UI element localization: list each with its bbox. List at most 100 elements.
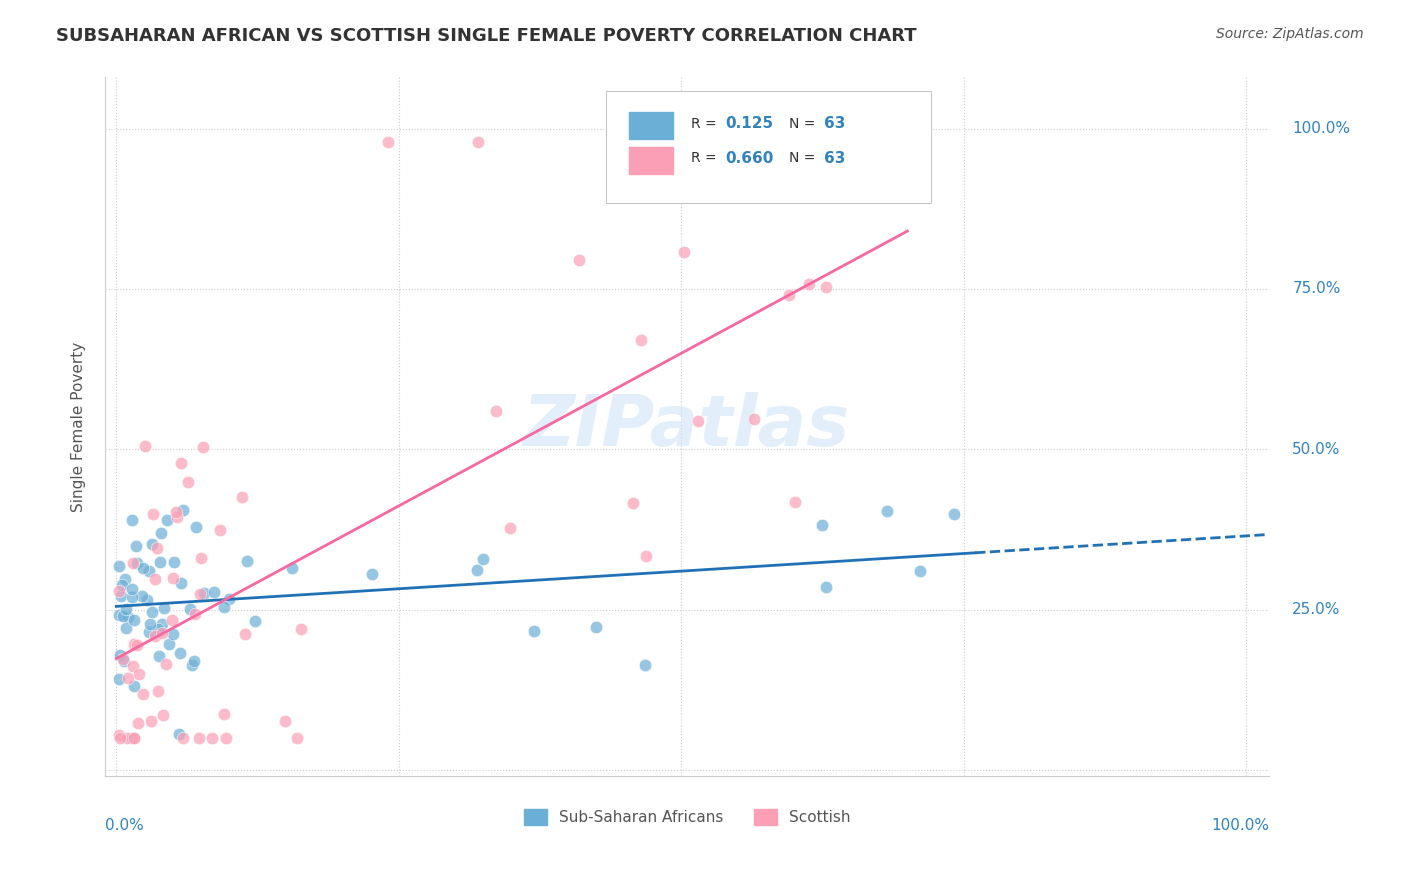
Point xyxy=(630,333,652,347)
Point xyxy=(285,731,308,745)
Text: 63: 63 xyxy=(824,151,846,166)
Point xyxy=(231,490,253,504)
Point xyxy=(138,617,160,632)
Text: 25.0%: 25.0% xyxy=(1292,602,1341,617)
Point xyxy=(193,586,215,600)
Point xyxy=(117,671,139,685)
Point xyxy=(218,591,240,606)
Point xyxy=(121,582,143,597)
Point xyxy=(145,541,167,555)
Point xyxy=(149,526,172,541)
FancyBboxPatch shape xyxy=(606,91,931,203)
Point xyxy=(162,570,184,584)
Point xyxy=(165,505,187,519)
Point xyxy=(155,657,177,672)
Point xyxy=(943,508,966,522)
Text: Source: ZipAtlas.com: Source: ZipAtlas.com xyxy=(1216,27,1364,41)
Point xyxy=(208,523,231,537)
Point xyxy=(156,513,179,527)
Point xyxy=(131,589,153,603)
Point xyxy=(110,648,132,662)
Point xyxy=(634,658,657,673)
Text: N =: N = xyxy=(789,117,820,130)
Point xyxy=(183,654,205,668)
Point xyxy=(235,554,257,568)
Point xyxy=(138,564,160,578)
Point xyxy=(143,629,166,643)
Point xyxy=(172,731,194,745)
Point xyxy=(179,602,201,616)
Point xyxy=(150,626,173,640)
Legend: Sub-Saharan Africans, Scottish: Sub-Saharan Africans, Scottish xyxy=(517,803,856,831)
Point xyxy=(122,731,145,745)
Text: 100.0%: 100.0% xyxy=(1292,121,1350,136)
Text: 0.660: 0.660 xyxy=(725,151,773,166)
Point xyxy=(107,673,129,687)
Point xyxy=(465,563,488,577)
Point xyxy=(188,587,211,601)
Point xyxy=(122,731,145,745)
Point xyxy=(498,521,520,535)
Point xyxy=(688,414,710,428)
Point xyxy=(188,731,211,745)
Text: SUBSAHARAN AFRICAN VS SCOTTISH SINGLE FEMALE POVERTY CORRELATION CHART: SUBSAHARAN AFRICAN VS SCOTTISH SINGLE FE… xyxy=(56,27,917,45)
Point xyxy=(177,475,200,490)
Point xyxy=(815,279,838,293)
Point xyxy=(117,609,139,624)
Point xyxy=(201,731,224,745)
Point xyxy=(202,585,225,599)
Point xyxy=(114,572,136,586)
Point xyxy=(112,609,135,624)
Point xyxy=(673,245,696,260)
Point xyxy=(115,602,138,616)
Point xyxy=(141,605,163,619)
Point xyxy=(215,731,238,745)
Point xyxy=(377,135,399,149)
Point xyxy=(190,551,212,566)
Point xyxy=(783,494,806,508)
Point xyxy=(122,679,145,693)
Point xyxy=(472,552,495,566)
Point xyxy=(146,622,169,636)
Point xyxy=(778,287,800,301)
Text: 75.0%: 75.0% xyxy=(1292,282,1341,296)
Point xyxy=(523,624,546,639)
Text: N =: N = xyxy=(789,152,820,166)
Point xyxy=(115,621,138,635)
Point xyxy=(152,707,174,722)
Point xyxy=(172,502,194,516)
Point xyxy=(153,601,176,615)
Point xyxy=(160,613,183,627)
Point xyxy=(184,520,207,534)
Point xyxy=(132,687,155,701)
Bar xyxy=(628,147,673,174)
Point xyxy=(112,652,135,666)
Point xyxy=(141,714,163,728)
Point xyxy=(290,622,312,636)
Point xyxy=(727,135,749,149)
Point xyxy=(568,252,591,267)
Point xyxy=(128,667,150,681)
Point xyxy=(122,556,145,570)
Point xyxy=(233,627,256,641)
Point xyxy=(212,706,235,721)
Point xyxy=(467,135,489,149)
Text: 0.0%: 0.0% xyxy=(105,818,143,833)
Point xyxy=(170,575,193,590)
Point xyxy=(148,649,170,664)
Point xyxy=(110,731,132,745)
Point xyxy=(585,620,607,634)
Point xyxy=(121,731,143,745)
Point xyxy=(121,513,143,527)
Point xyxy=(360,566,382,581)
Point xyxy=(142,508,165,522)
Point xyxy=(742,412,765,426)
Point xyxy=(149,555,172,569)
Point xyxy=(191,440,214,454)
Point xyxy=(150,617,173,632)
Point xyxy=(141,537,163,551)
Point xyxy=(146,683,169,698)
Point xyxy=(143,573,166,587)
Text: 63: 63 xyxy=(824,116,846,131)
Point xyxy=(107,584,129,599)
